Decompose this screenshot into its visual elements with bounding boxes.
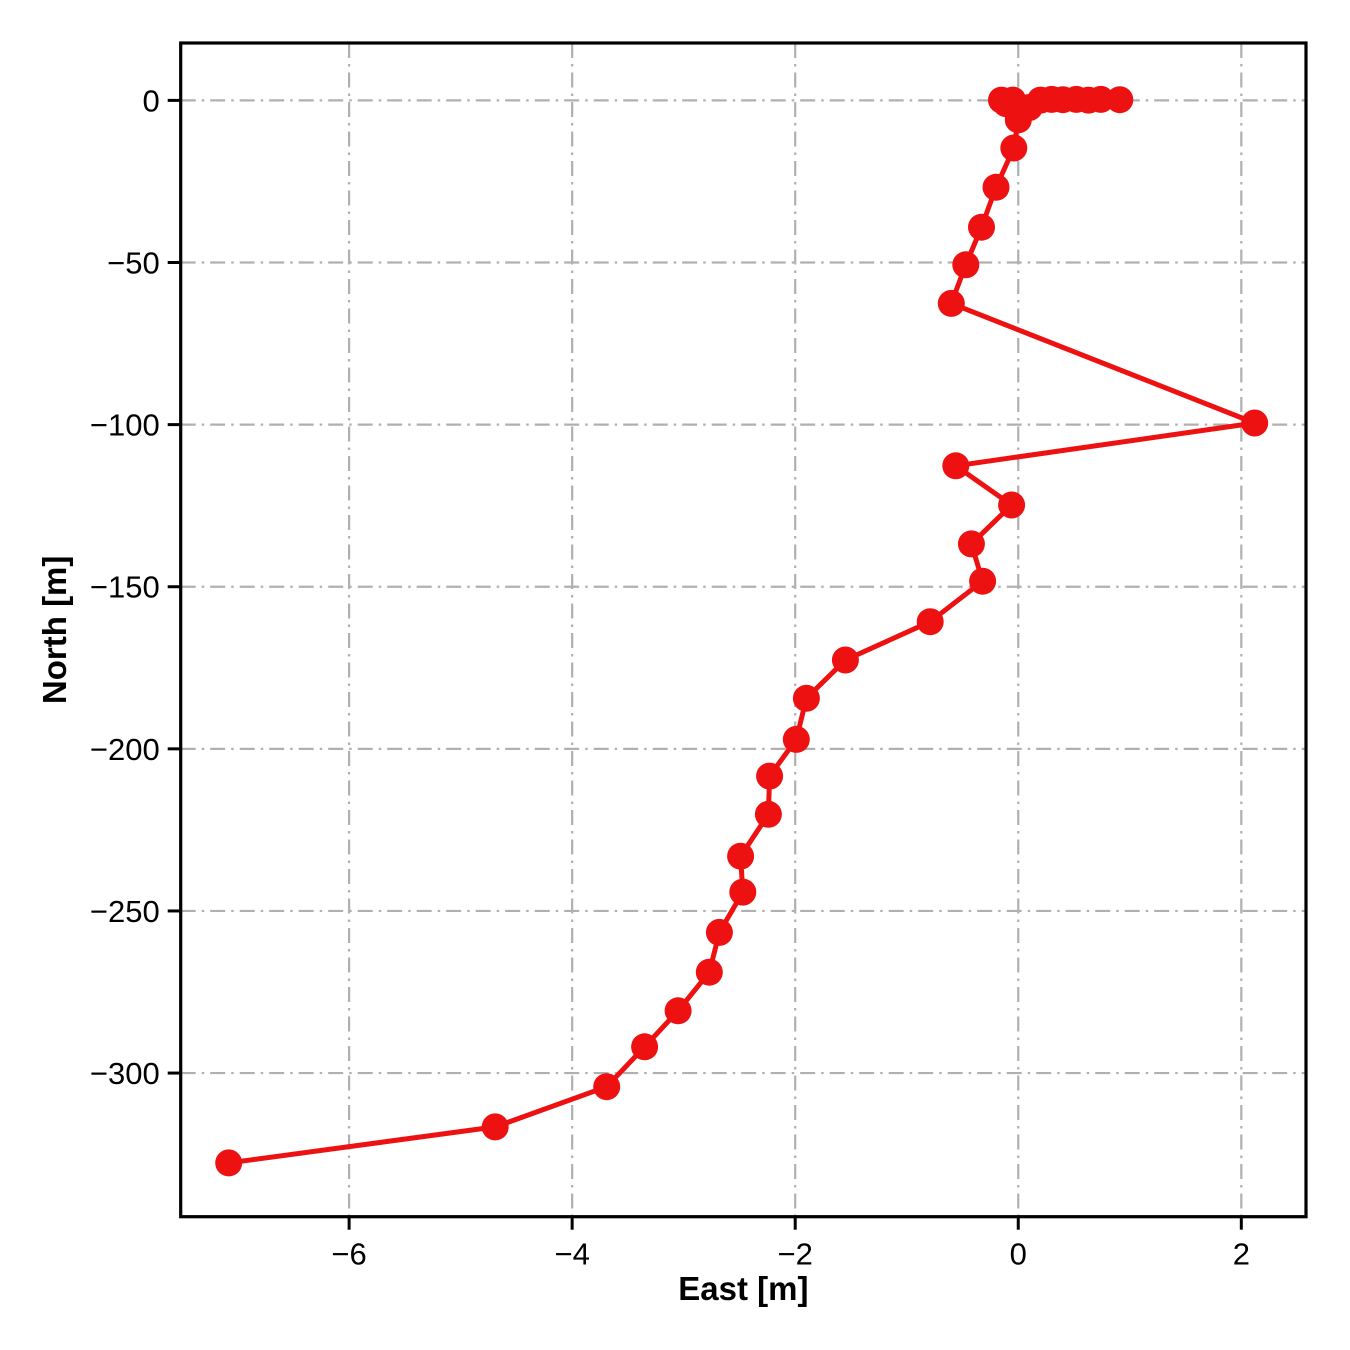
- data-point-marker: [969, 567, 997, 595]
- data-point-marker: [968, 213, 995, 241]
- data-point-marker: [664, 997, 692, 1025]
- data-point-marker: [942, 452, 970, 480]
- y-tick-label: −300: [90, 1056, 160, 1091]
- x-tick-label: 0: [1010, 1237, 1027, 1272]
- y-tick-label: 0: [142, 83, 159, 118]
- y-tick-label: −50: [107, 246, 160, 281]
- plot-border: [179, 41, 1308, 1219]
- x-tick-label: −2: [778, 1237, 813, 1272]
- data-point-marker: [957, 530, 985, 558]
- data-point-marker: [727, 842, 755, 870]
- y-tick-label: −150: [90, 570, 160, 605]
- data-point-marker: [1004, 106, 1032, 134]
- data-point-marker: [756, 762, 784, 790]
- data-point-marker: [982, 173, 1010, 201]
- data-point-marker: [792, 684, 820, 712]
- data-point-marker: [631, 1033, 659, 1061]
- trajectory-marker-layer: [215, 85, 1269, 1177]
- data-point-marker: [831, 646, 859, 674]
- data-point-marker: [988, 86, 1015, 114]
- data-point-marker: [782, 725, 810, 753]
- x-tick-label: −4: [554, 1237, 589, 1272]
- y-tick-label: −100: [90, 408, 160, 443]
- data-point-marker: [916, 608, 944, 636]
- data-point-marker: [695, 958, 723, 986]
- trajectory-line-layer: [226, 96, 1258, 1166]
- data-point-marker: [593, 1073, 621, 1101]
- data-point-marker: [1000, 134, 1028, 162]
- x-tick-label: 2: [1233, 1237, 1250, 1272]
- data-point-marker: [998, 491, 1026, 519]
- tick-label-layer: −6 −4 −2 0 2 0 −50 −100 −150 −200 −250 −300: [90, 83, 1250, 1271]
- y-axis-label: North [m]: [36, 556, 73, 704]
- y-tick-label: −200: [90, 732, 160, 767]
- data-point-marker: [1106, 86, 1134, 114]
- grid-layer: [180, 43, 1306, 1217]
- data-point-marker: [952, 251, 980, 279]
- y-tick-label: −250: [90, 894, 160, 929]
- data-point-marker: [215, 1149, 243, 1177]
- data-point-marker: [1241, 409, 1269, 437]
- data-point-marker: [754, 800, 782, 828]
- data-point-marker: [705, 918, 733, 946]
- x-tick-label: −6: [331, 1237, 366, 1272]
- data-point-marker: [937, 289, 965, 317]
- tick-layer: [167, 98, 1243, 1230]
- trajectory-path: [226, 96, 1258, 1166]
- data-point-marker: [481, 1113, 509, 1141]
- x-axis-label: East [m]: [678, 1270, 808, 1307]
- data-point-marker: [729, 878, 757, 906]
